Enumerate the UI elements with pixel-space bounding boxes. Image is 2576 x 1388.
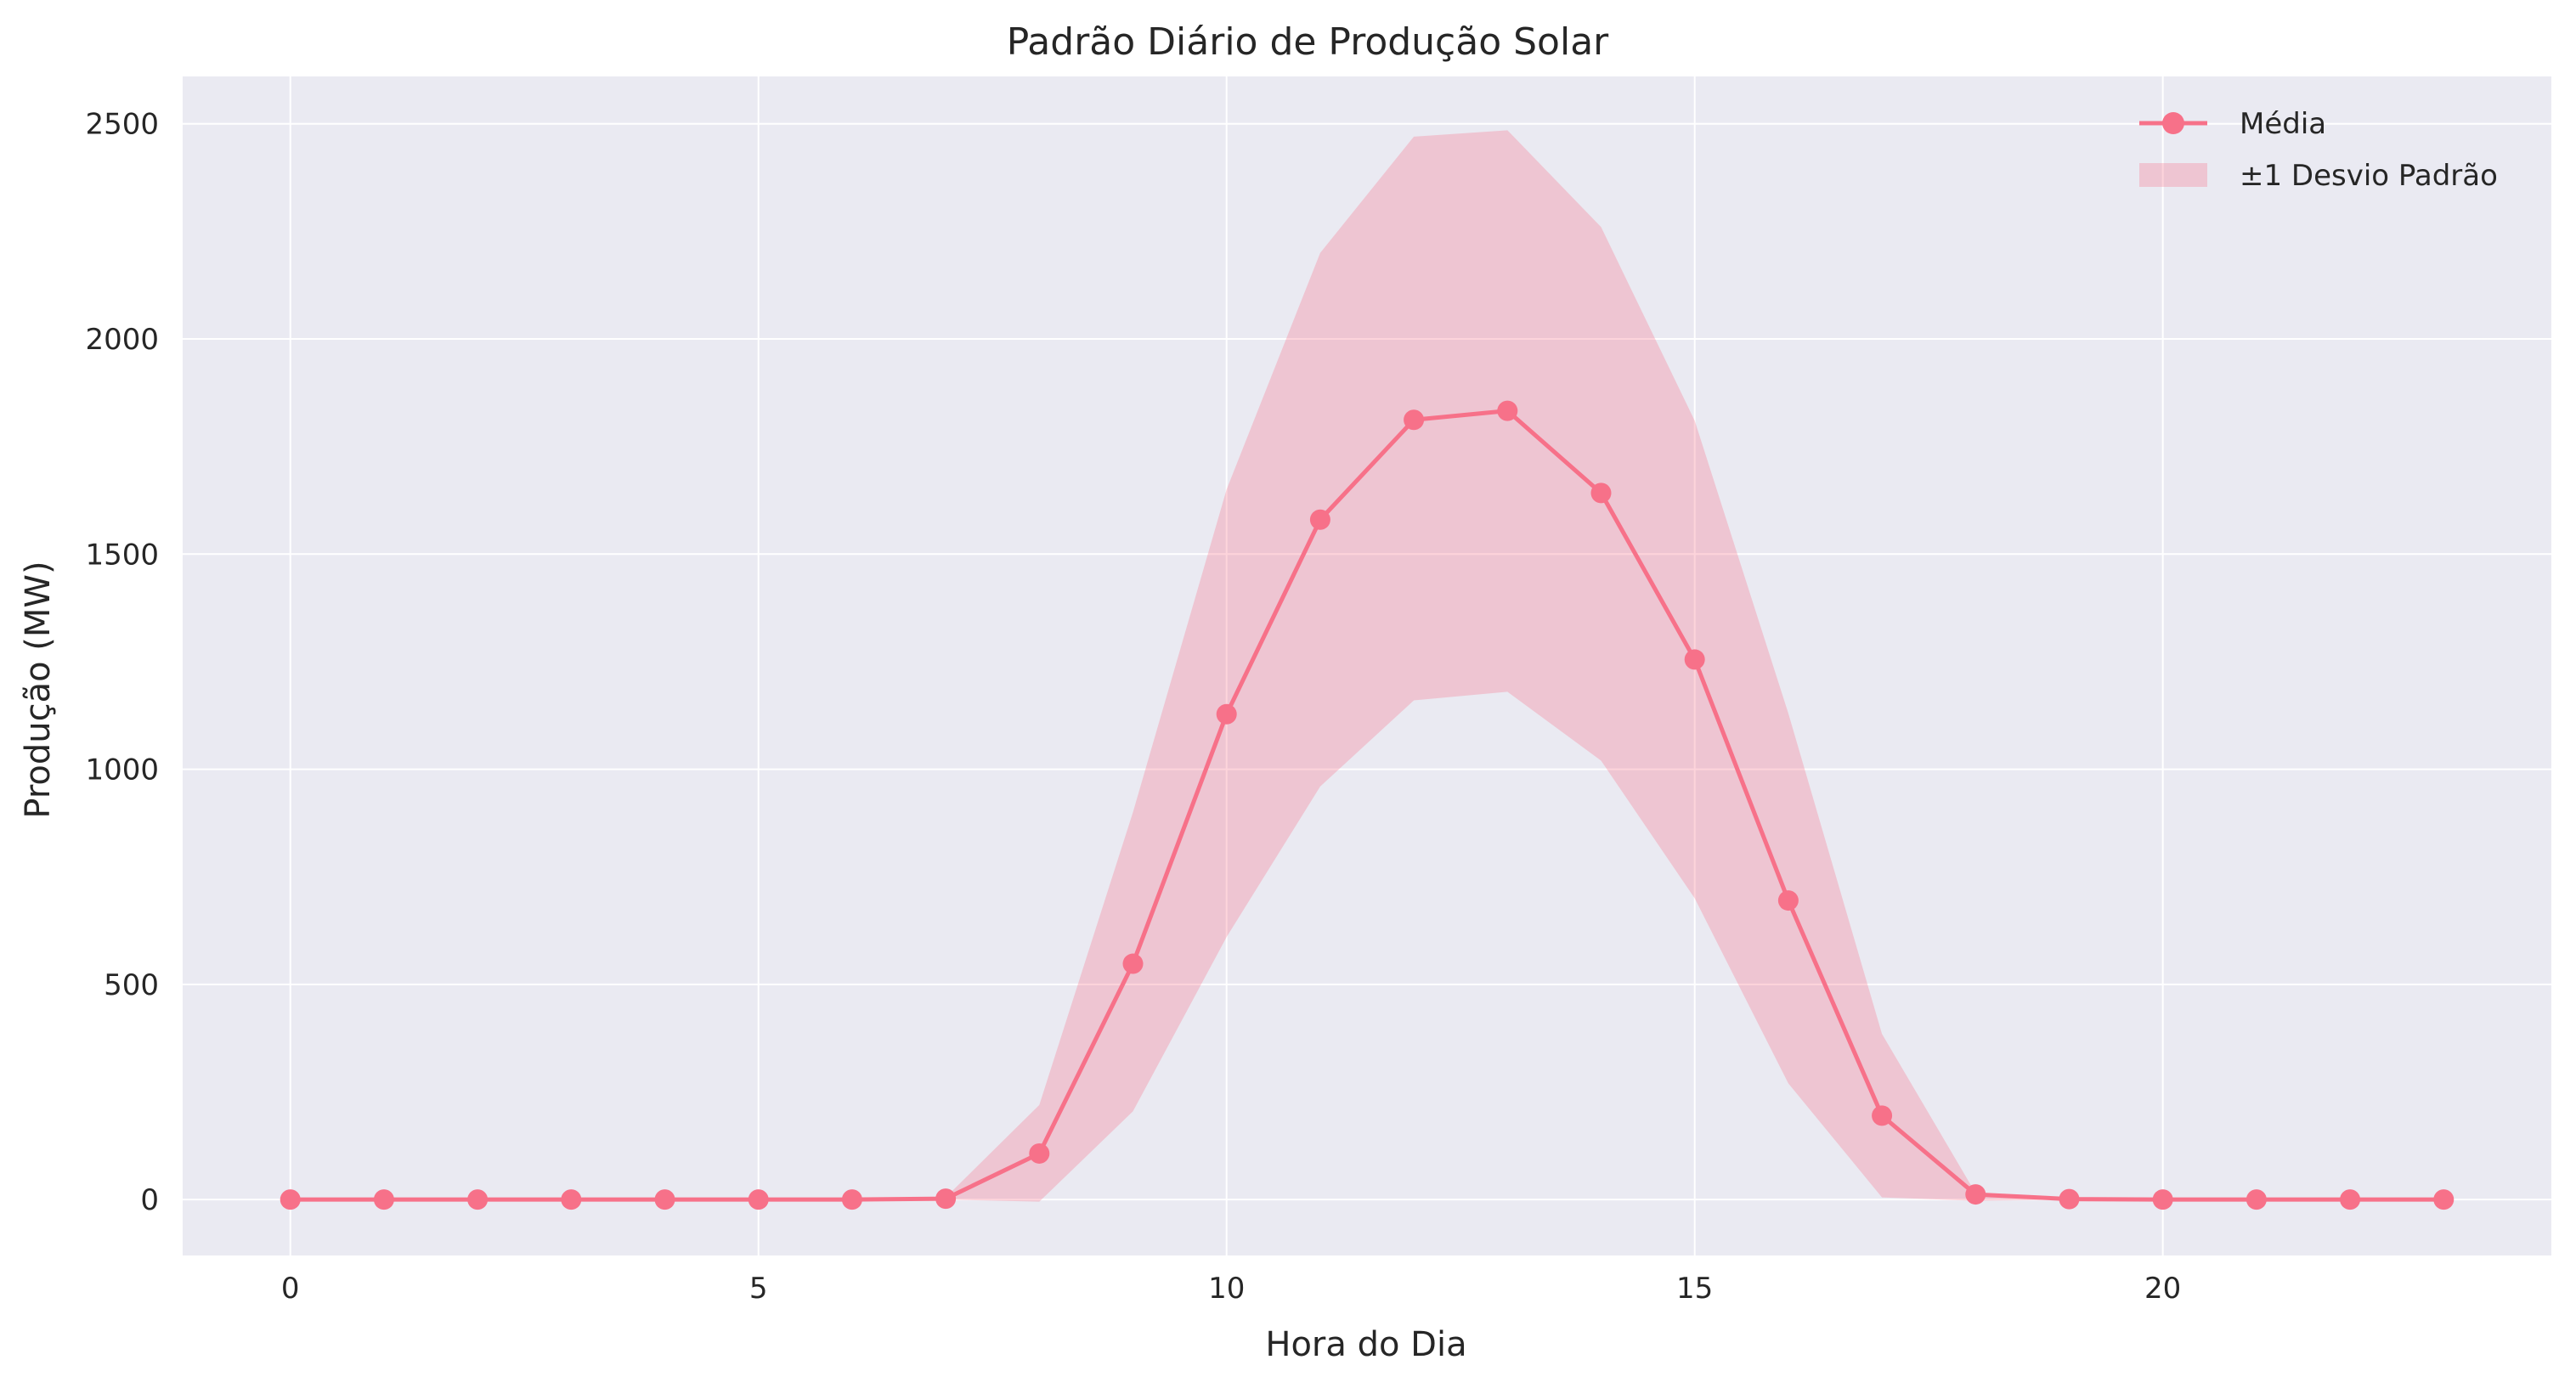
mean-data-point: [1404, 409, 1425, 431]
mean-data-point: [2340, 1189, 2361, 1210]
mean-data-point: [373, 1189, 394, 1210]
plot-area: [183, 76, 2551, 1255]
y-tick-label: 0: [140, 1183, 159, 1217]
mean-line-layer: [290, 409, 2444, 1202]
mean-data-point: [2152, 1189, 2173, 1210]
x-tick-label: 10: [1208, 1272, 1245, 1306]
mean-data-point: [1684, 649, 1705, 670]
legend-mean-marker-swatch: [2162, 112, 2184, 134]
mean-data-point: [467, 1189, 489, 1210]
mean-data-point: [280, 1189, 301, 1210]
y-tick-label: 2000: [85, 323, 159, 357]
mean-data-point: [654, 1189, 675, 1210]
mean-data-point: [1029, 1143, 1050, 1164]
mean-data-point: [1777, 890, 1799, 911]
mean-data-point: [561, 1189, 582, 1210]
x-axis-label: Hora do Dia: [1265, 1325, 1466, 1364]
mean-data-point: [2059, 1188, 2080, 1210]
x-tick-label: 15: [1676, 1272, 1713, 1306]
y-tick-label: 1000: [85, 753, 159, 787]
mean-data-point: [841, 1189, 862, 1210]
chart-title: Padrão Diário de Produção Solar: [1007, 20, 1609, 64]
mean-markers-layer: [280, 400, 2455, 1210]
y-axis-label: Produção (MW): [19, 561, 58, 818]
mean-data-point: [1309, 509, 1330, 530]
mean-series-line: [290, 409, 2444, 1202]
mean-data-point: [1872, 1105, 1893, 1126]
legend-band-swatch: [2139, 163, 2207, 187]
std-band-layer: [290, 130, 2444, 1202]
x-tick-label: 0: [281, 1272, 300, 1306]
mean-data-point: [748, 1189, 769, 1210]
y-tick-labels: 0 500 1000 1500 2000 2500: [85, 108, 159, 1217]
mean-data-point: [2433, 1189, 2455, 1210]
mean-data-point: [1122, 953, 1144, 974]
x-tick-label: 20: [2144, 1272, 2181, 1306]
y-tick-label: 500: [104, 968, 159, 1002]
x-tick-labels: 0 5 10 15 20: [281, 1272, 2181, 1306]
mean-data-point: [1590, 482, 1612, 504]
legend: Média ±1 Desvio Padrão: [2139, 107, 2498, 193]
legend-label-mean: Média: [2240, 107, 2326, 141]
std-deviation-band: [290, 130, 2444, 1202]
mean-data-point: [1965, 1184, 1986, 1205]
mean-data-point: [2246, 1189, 2267, 1210]
mean-data-point: [1216, 703, 1237, 725]
y-tick-label: 2500: [85, 108, 159, 142]
y-tick-label: 1500: [85, 538, 159, 572]
x-tick-label: 5: [749, 1272, 768, 1306]
mean-data-point: [1497, 400, 1518, 421]
legend-label-band: ±1 Desvio Padrão: [2240, 159, 2498, 193]
mean-data-point: [935, 1188, 957, 1210]
